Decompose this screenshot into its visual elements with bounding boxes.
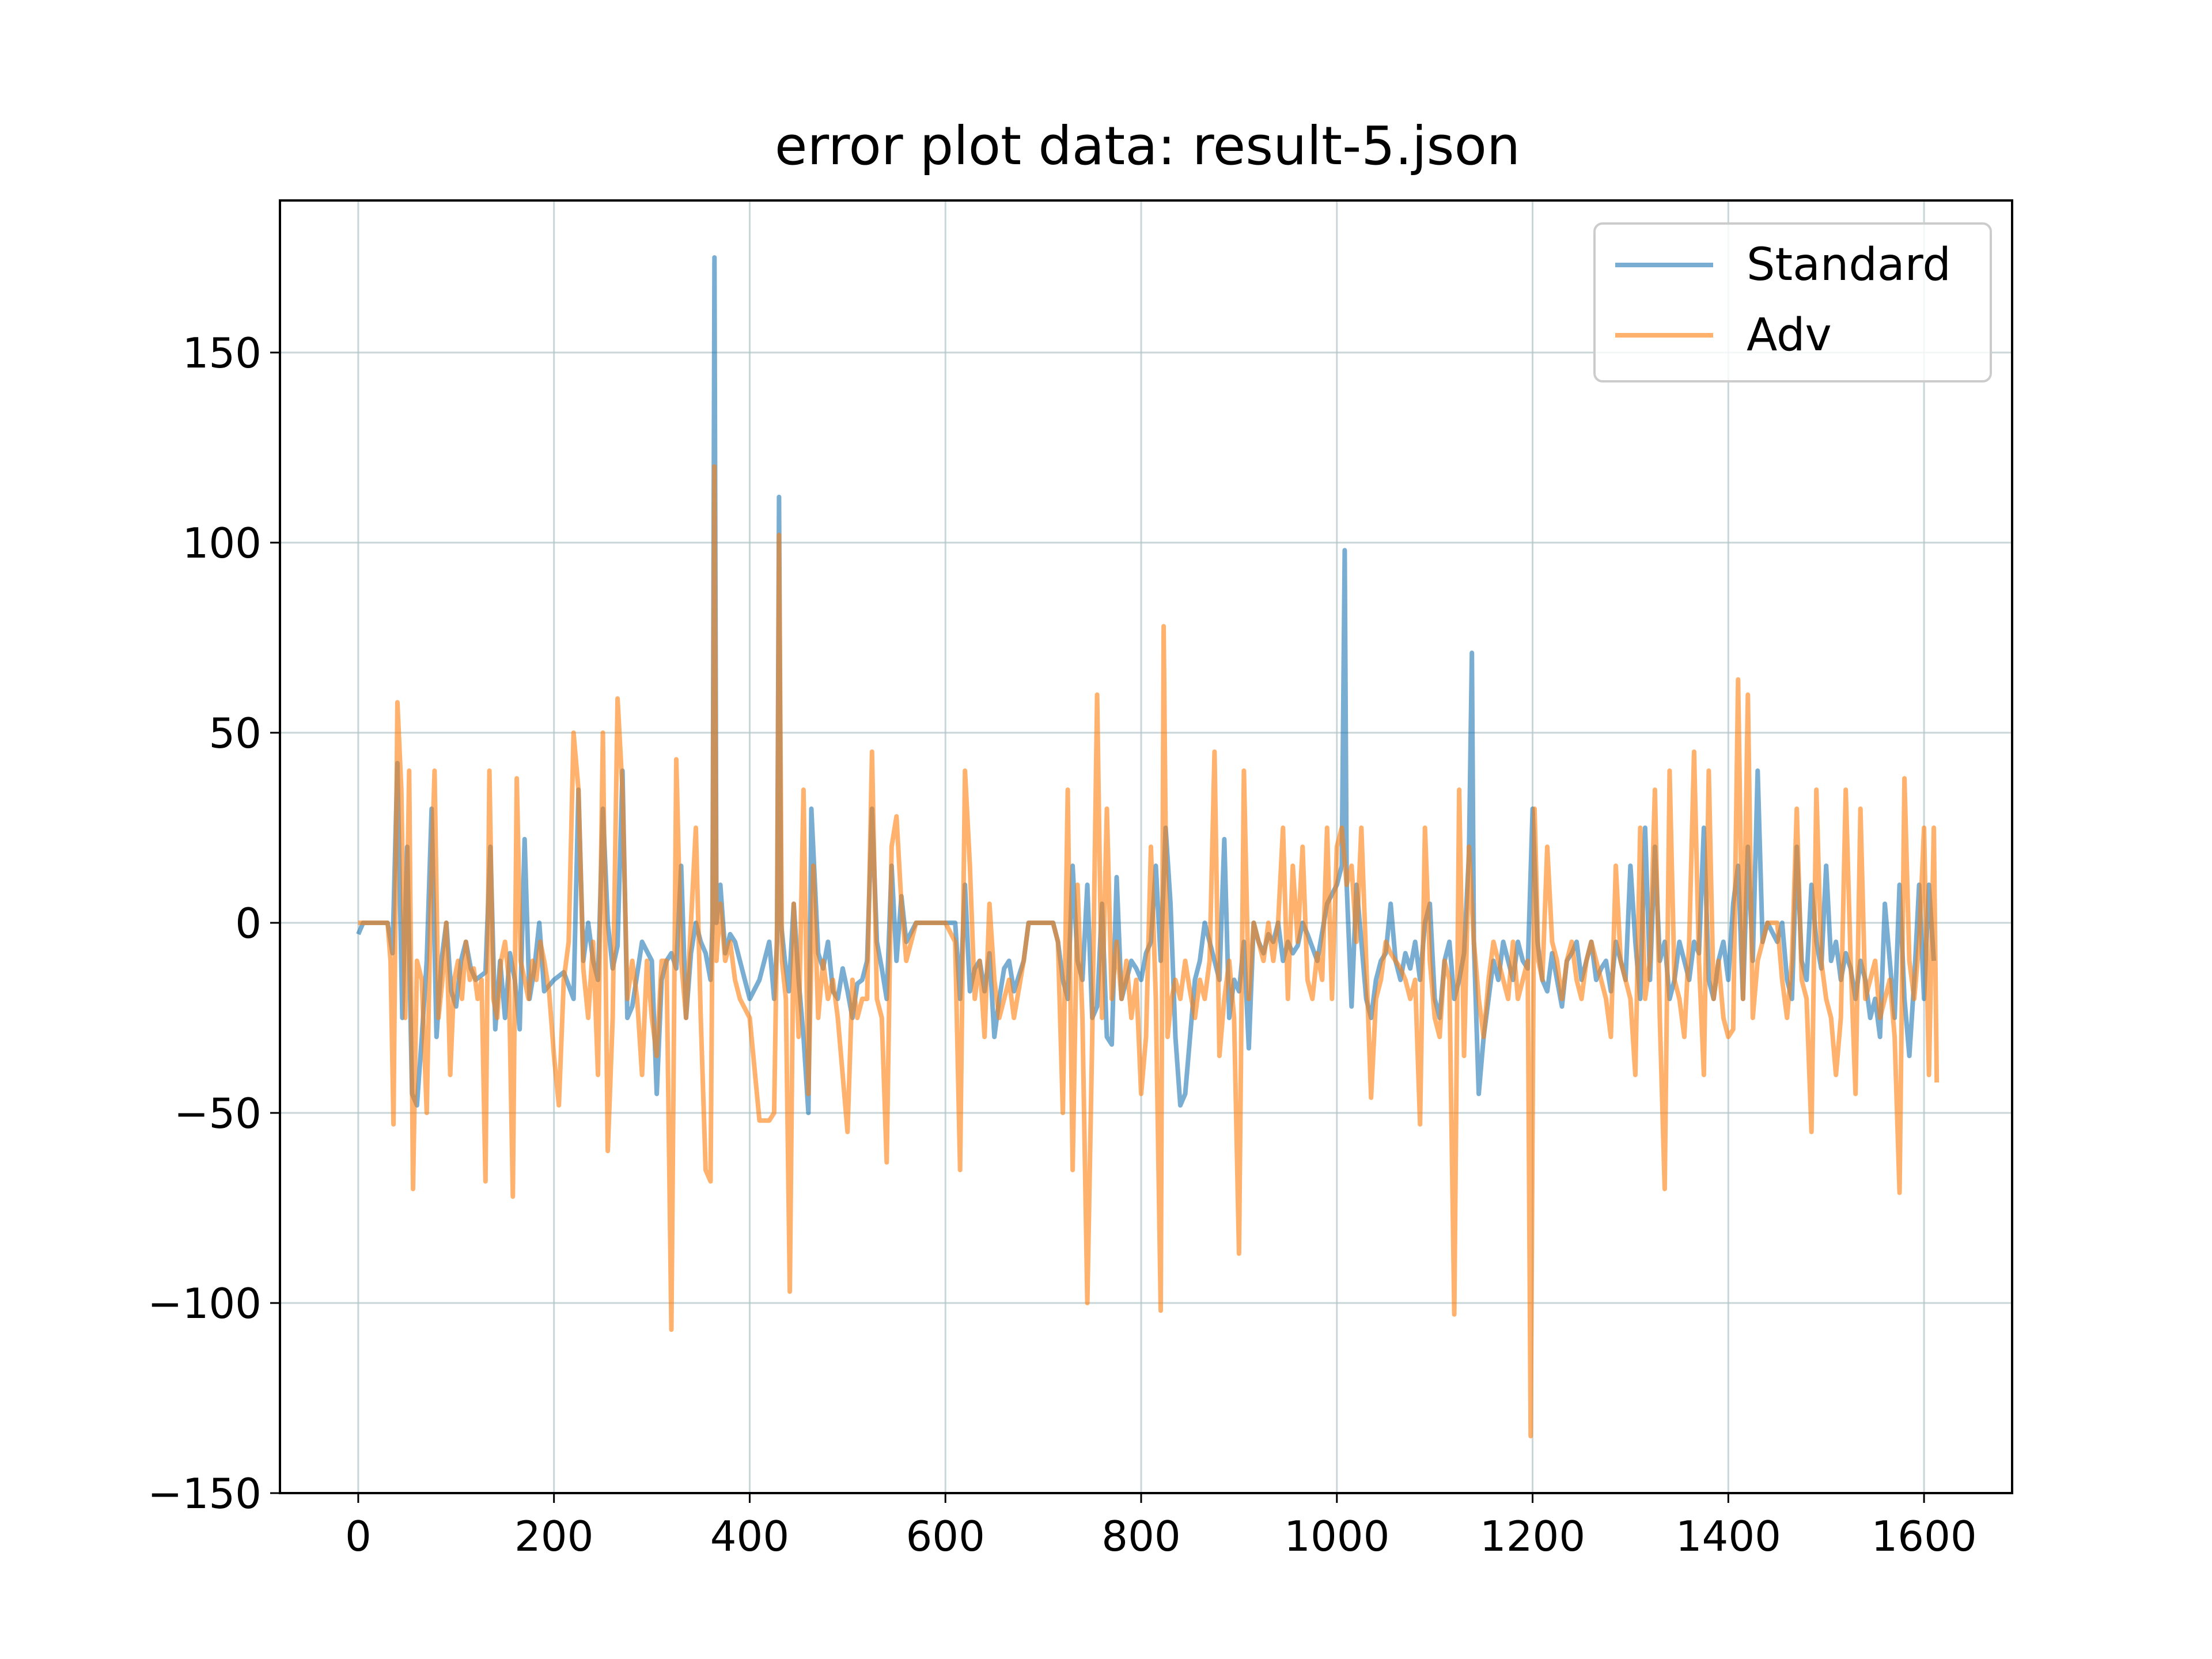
- x-tick-label: 1400: [1676, 1512, 1781, 1560]
- x-tick-label: 1600: [1871, 1512, 1976, 1560]
- x-tick-label: 400: [710, 1512, 789, 1560]
- x-tick-label: 0: [345, 1512, 372, 1560]
- x-tick-label: 600: [906, 1512, 985, 1560]
- x-tick-label: 1200: [1480, 1512, 1585, 1560]
- chart-title: error plot data: result-5.json: [775, 115, 1520, 177]
- series-line-adv: [358, 464, 1940, 1438]
- legend: Standard Adv: [1593, 222, 1992, 382]
- y-tick-label: −50: [174, 1089, 262, 1138]
- y-tick-label: −100: [147, 1279, 262, 1328]
- legend-label: Standard: [1747, 239, 1951, 291]
- legend-label: Adv: [1747, 309, 1832, 361]
- y-tick-label: 100: [183, 519, 262, 567]
- y-tick-label: 150: [183, 329, 262, 377]
- axis-ticks: 0 200 400 600 800 1000 1200 1400 1600−150−100−50…: [147, 329, 1976, 1560]
- series-line-standard: [356, 255, 1937, 1115]
- y-tick-label: 0: [235, 899, 262, 948]
- x-tick-label: 1000: [1284, 1512, 1389, 1560]
- x-tick-label: 200: [514, 1512, 593, 1560]
- plot-frame: [279, 199, 2013, 1494]
- series-lines: [356, 255, 1940, 1438]
- y-tick-label: 50: [209, 709, 262, 757]
- y-tick-label: −150: [147, 1469, 262, 1518]
- x-tick-label: 800: [1101, 1512, 1180, 1560]
